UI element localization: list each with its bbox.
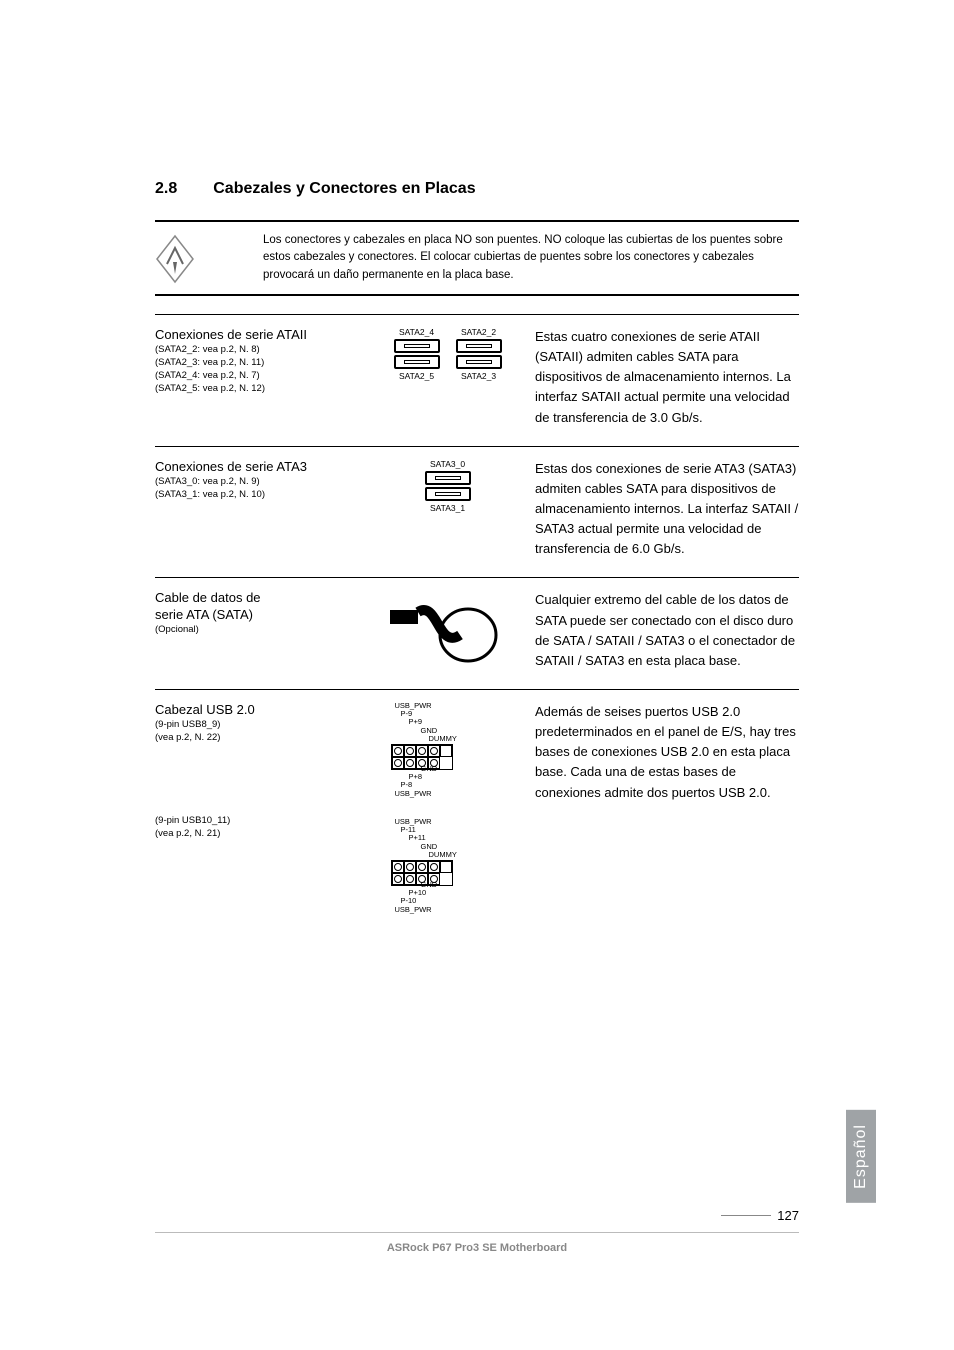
usb-h1b: (vea p.2, N. 22) <box>155 732 360 743</box>
cable-t2: serie ATA (SATA) <box>155 607 360 622</box>
note-box: Los conectores y cabezales en placa NO s… <box>155 220 799 296</box>
sata-label: SATA2_2 <box>456 327 502 337</box>
sata-label: SATA2_4 <box>394 327 440 337</box>
sata-label: SATA2_3 <box>456 371 502 381</box>
cable-desc: Cualquier extremo del cable de los datos… <box>535 590 799 671</box>
sataii-l4: (SATA2_5: vea p.2, N. 12) <box>155 383 360 394</box>
row-cable: Cable de datos de serie ATA (SATA) (Opci… <box>155 577 799 689</box>
usb-desc-2: admite dos puertos USB 2.0. <box>604 785 770 800</box>
usb-diagram-1: USB_PWR P-9 P+9 GND DUMMY GND P+8 P-8 US… <box>383 702 513 798</box>
sata3-desc: Estas dos conexiones de serie ATA3 (SATA… <box>535 459 799 560</box>
sataii-desc: Estas cuatro conexiones de serie ATAII (… <box>535 327 799 428</box>
sata3-l1: (SATA3_0: vea p.2, N. 9) <box>155 476 360 487</box>
cable-t1: Cable de datos de <box>155 590 360 605</box>
sata-label: SATA3_0 <box>425 459 471 469</box>
footer-text: ASRock P67 Pro3 SE Motherboard <box>0 1242 954 1254</box>
cable-opt: (Opcional) <box>155 624 360 635</box>
page-number-value: 127 <box>777 1208 799 1223</box>
section-title: Cabezales y Conectores en Placas <box>213 180 475 198</box>
section-header: 2.8 Cabezales y Conectores en Placas <box>155 180 799 198</box>
sata3-l2: (SATA3_1: vea p.2, N. 10) <box>155 489 360 500</box>
sata4-diagram: SATA2_4 SATA2_2 SATA2_5 SATA2_3 <box>394 327 502 381</box>
usb-h1a: (9-pin USB8_9) <box>155 719 360 730</box>
row-sata3: Conexiones de serie ATA3 (SATA3_0: vea p… <box>155 446 799 578</box>
sata3-diagram: SATA3_0 SATA3_1 <box>425 459 471 513</box>
usb-title: Cabezal USB 2.0 <box>155 702 360 717</box>
language-tab: Español <box>846 1110 876 1203</box>
usb-diagram-2: USB_PWR P-11 P+11 GND DUMMY GND P+10 P-1… <box>383 818 513 914</box>
page-number: 127 <box>721 1208 799 1223</box>
cable-diagram <box>360 590 535 670</box>
pin-label: P-9 <box>395 710 457 718</box>
sata-label: SATA3_1 <box>425 503 471 513</box>
usb-h2b: (vea p.2, N. 21) <box>155 828 360 839</box>
sataii-l2: (SATA2_3: vea p.2, N. 11) <box>155 357 360 368</box>
sata-label: SATA2_5 <box>394 371 440 381</box>
sata3-title: Conexiones de serie ATA3 <box>155 459 360 474</box>
footer-rule <box>155 1232 799 1233</box>
pin-label: USB_PWR <box>395 906 438 914</box>
row-usb: Cabezal USB 2.0 (9-pin USB8_9) (vea p.2,… <box>155 689 799 932</box>
section-number: 2.8 <box>155 180 177 198</box>
usb-h2a: (9-pin USB10_11) <box>155 815 360 826</box>
pin-label: P-11 <box>395 826 457 834</box>
caution-icon <box>155 232 205 284</box>
note-text: Los conectores y cabezales en placa NO s… <box>205 232 799 284</box>
sataii-l1: (SATA2_2: vea p.2, N. 8) <box>155 344 360 355</box>
pin-label: USB_PWR <box>395 790 438 798</box>
sataii-l3: (SATA2_4: vea p.2, N. 7) <box>155 370 360 381</box>
usb-desc: Además de seises puertos USB 2.0 predete… <box>535 702 799 803</box>
row-sataii: Conexiones de serie ATAII (SATA2_2: vea … <box>155 314 799 446</box>
sataii-title: Conexiones de serie ATAII <box>155 327 360 342</box>
